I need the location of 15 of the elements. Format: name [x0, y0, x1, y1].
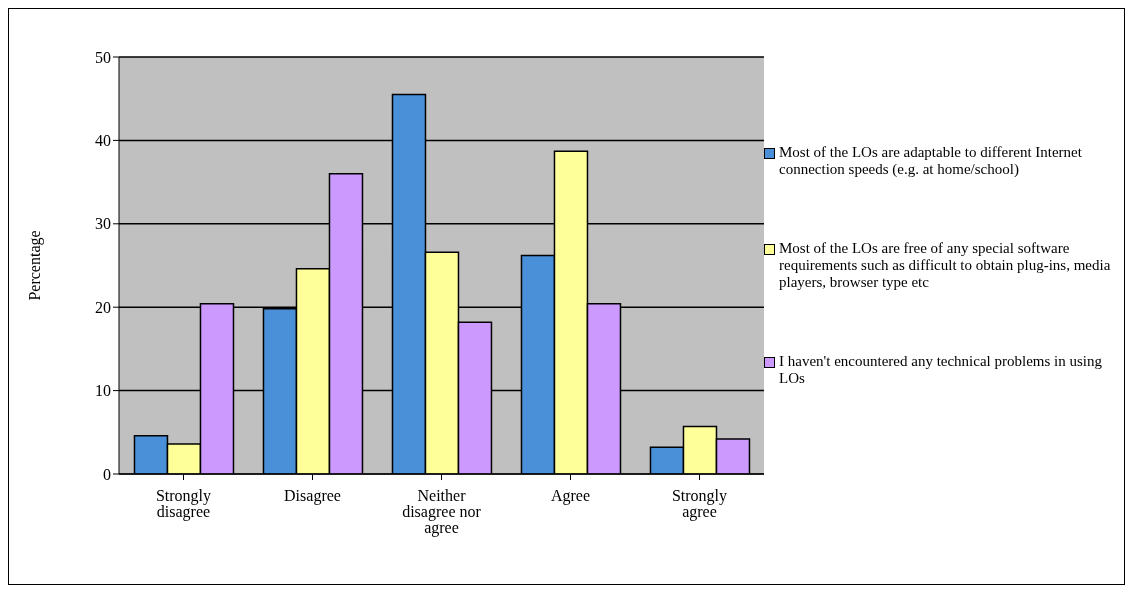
legend-label: Most of the LOs are adaptable to different Internet connection speeds (e.g. at home/school)	[779, 144, 1083, 178]
x-tick-label: Strongly agree	[671, 487, 728, 522]
y-tick-label: 20	[95, 298, 111, 316]
y-tick-label: 0	[103, 465, 111, 483]
legend-label: I haven't encountered any technical problems in using LOs	[779, 353, 1103, 387]
x-tick-label: Agree	[550, 487, 591, 506]
y-tick-label: 40	[95, 132, 111, 150]
y-tick-label: 10	[95, 382, 111, 400]
y-tick-label: 30	[95, 215, 111, 233]
x-tick-label: Neither disagree nor agree	[402, 487, 482, 538]
x-tick-label: Disagree	[284, 487, 341, 506]
legend-label: Most of the LOs are free of any special software requirements such as difficult to obtain plug-ins, media players, browser type etc	[779, 240, 1112, 291]
y-tick-label: 50	[95, 48, 111, 66]
x-tick-label: Strongly disagree	[155, 487, 212, 522]
y-axis-title: Percentage	[25, 230, 44, 301]
